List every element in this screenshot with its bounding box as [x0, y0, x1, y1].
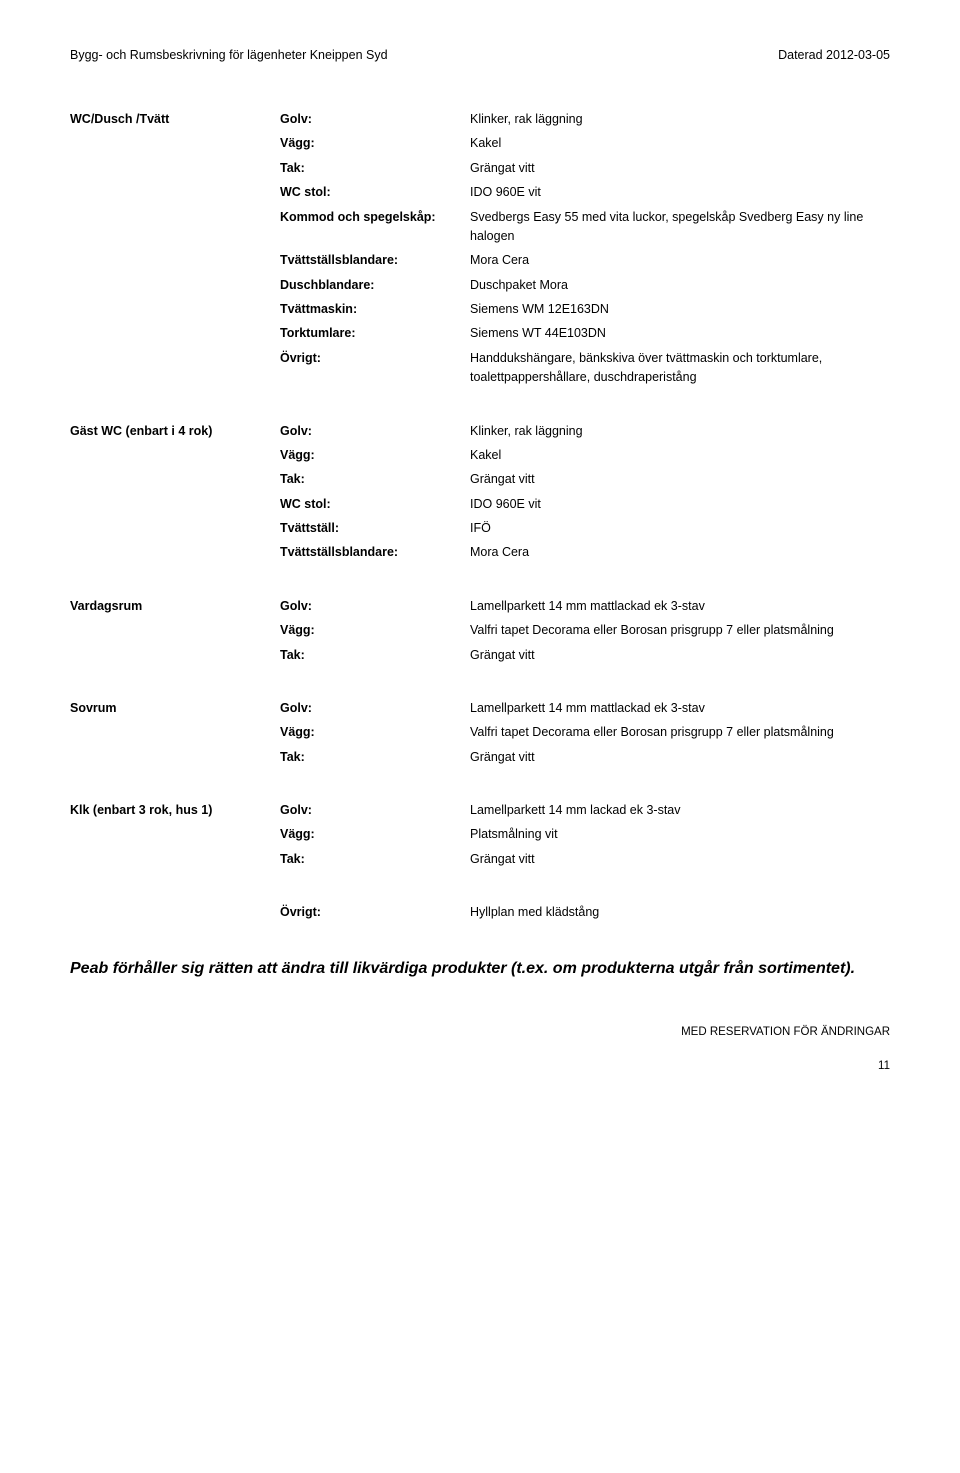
- spec-row: Kommod och spegelskåp:Svedbergs Easy 55 …: [70, 208, 890, 247]
- spec-row: Vägg:Platsmålning vit: [70, 825, 890, 844]
- footer-reservation: MED RESERVATION FÖR ÄNDRINGAR: [70, 1026, 890, 1038]
- sections-container: WC/Dusch /TvättGolv:Klinker, rak läggnin…: [70, 110, 890, 923]
- spec-row: Övrigt:Hyllplan med klädstång: [70, 903, 890, 922]
- spec-row: Tak:Grängat vitt: [70, 748, 890, 767]
- spec-value: Valfri tapet Decorama eller Borosan pris…: [470, 723, 890, 742]
- spec-value: Kakel: [470, 446, 890, 465]
- spec-label: WC stol:: [280, 495, 470, 514]
- spec-value: Hyllplan med klädstång: [470, 903, 890, 922]
- spec-row: Tvättmaskin:Siemens WM 12E163DN: [70, 300, 890, 319]
- spec-row: Duschblandare:Duschpaket Mora: [70, 276, 890, 295]
- spec-value: Duschpaket Mora: [470, 276, 890, 295]
- spec-value: Grängat vitt: [470, 470, 890, 489]
- spec-label: Vägg:: [280, 621, 470, 640]
- section: Klk (enbart 3 rok, hus 1)Golv:Lamellpark…: [70, 801, 890, 869]
- spec-label: Duschblandare:: [280, 276, 470, 295]
- spec-value: Lamellparkett 14 mm mattlackad ek 3-stav: [470, 597, 890, 616]
- spec-label: Golv:: [280, 110, 470, 129]
- spec-label: Golv:: [280, 422, 470, 441]
- spec-label: Torktumlare:: [280, 324, 470, 343]
- section: Övrigt:Hyllplan med klädstång: [70, 903, 890, 922]
- disclaimer-text: Peab förhåller sig rätten att ändra till…: [70, 957, 890, 980]
- spec-row: SovrumGolv:Lamellparkett 14 mm mattlacka…: [70, 699, 890, 718]
- page-header: Bygg- och Rumsbeskrivning för lägenheter…: [70, 48, 890, 62]
- spec-value: Siemens WT 44E103DN: [470, 324, 890, 343]
- section: VardagsrumGolv:Lamellparkett 14 mm mattl…: [70, 597, 890, 665]
- spec-row: Gäst WC (enbart i 4 rok)Golv:Klinker, ra…: [70, 422, 890, 441]
- spec-row: Tak:Grängat vitt: [70, 159, 890, 178]
- spec-label: Golv:: [280, 597, 470, 616]
- header-right: Daterad 2012-03-05: [778, 48, 890, 62]
- section: SovrumGolv:Lamellparkett 14 mm mattlacka…: [70, 699, 890, 767]
- spec-row: Vägg:Kakel: [70, 134, 890, 153]
- spec-value: Grängat vitt: [470, 850, 890, 869]
- spec-label: Tvättställsblandare:: [280, 543, 470, 562]
- section-title: WC/Dusch /Tvätt: [70, 110, 280, 129]
- spec-value: Svedbergs Easy 55 med vita luckor, spege…: [470, 208, 890, 247]
- spec-row: VardagsrumGolv:Lamellparkett 14 mm mattl…: [70, 597, 890, 616]
- spec-row: Tvättställ:IFÖ: [70, 519, 890, 538]
- spec-value: Mora Cera: [470, 251, 890, 270]
- spec-value: Lamellparkett 14 mm mattlackad ek 3-stav: [470, 699, 890, 718]
- spec-label: Tvättställ:: [280, 519, 470, 538]
- section-title: Gäst WC (enbart i 4 rok): [70, 422, 280, 441]
- spec-value: Klinker, rak läggning: [470, 422, 890, 441]
- section-title: Vardagsrum: [70, 597, 280, 616]
- spec-value: Valfri tapet Decorama eller Borosan pris…: [470, 621, 890, 640]
- spec-label: Kommod och spegelskåp:: [280, 208, 470, 227]
- spec-label: Tak:: [280, 646, 470, 665]
- spec-value: IDO 960E vit: [470, 495, 890, 514]
- spec-row: Tvättställsblandare:Mora Cera: [70, 543, 890, 562]
- spec-label: Vägg:: [280, 446, 470, 465]
- spec-label: Tak:: [280, 470, 470, 489]
- spec-value: Mora Cera: [470, 543, 890, 562]
- spec-value: Klinker, rak läggning: [470, 110, 890, 129]
- section-title: Sovrum: [70, 699, 280, 718]
- section: Gäst WC (enbart i 4 rok)Golv:Klinker, ra…: [70, 422, 890, 563]
- spec-row: WC stol:IDO 960E vit: [70, 183, 890, 202]
- spec-label: Golv:: [280, 699, 470, 718]
- spec-row: Torktumlare:Siemens WT 44E103DN: [70, 324, 890, 343]
- spec-row: Tak:Grängat vitt: [70, 850, 890, 869]
- spec-label: WC stol:: [280, 183, 470, 202]
- spec-row: WC stol:IDO 960E vit: [70, 495, 890, 514]
- document-page: Bygg- och Rumsbeskrivning för lägenheter…: [0, 0, 960, 1112]
- spec-row: Tak:Grängat vitt: [70, 470, 890, 489]
- spec-label: Tvättmaskin:: [280, 300, 470, 319]
- spec-value: Handdukshängare, bänkskiva över tvättmas…: [470, 349, 890, 388]
- spec-label: Golv:: [280, 801, 470, 820]
- spec-row: Klk (enbart 3 rok, hus 1)Golv:Lamellpark…: [70, 801, 890, 820]
- spec-row: Tak:Grängat vitt: [70, 646, 890, 665]
- spec-label: Vägg:: [280, 134, 470, 153]
- spec-value: IFÖ: [470, 519, 890, 538]
- spec-label: Vägg:: [280, 723, 470, 742]
- spec-label: Övrigt:: [280, 349, 470, 368]
- spec-label: Tak:: [280, 159, 470, 178]
- section-title: Klk (enbart 3 rok, hus 1): [70, 801, 280, 820]
- spec-row: Tvättställsblandare:Mora Cera: [70, 251, 890, 270]
- spec-row: Övrigt:Handdukshängare, bänkskiva över t…: [70, 349, 890, 388]
- spec-value: IDO 960E vit: [470, 183, 890, 202]
- spec-value: Grängat vitt: [470, 646, 890, 665]
- spec-label: Tvättställsblandare:: [280, 251, 470, 270]
- spec-value: Platsmålning vit: [470, 825, 890, 844]
- spec-label: Övrigt:: [280, 903, 470, 922]
- page-number: 11: [70, 1060, 890, 1072]
- spec-value: Grängat vitt: [470, 748, 890, 767]
- spec-value: Siemens WM 12E163DN: [470, 300, 890, 319]
- spec-value: Kakel: [470, 134, 890, 153]
- spec-label: Tak:: [280, 748, 470, 767]
- spec-value: Lamellparkett 14 mm lackad ek 3-stav: [470, 801, 890, 820]
- spec-label: Vägg:: [280, 825, 470, 844]
- spec-row: Vägg:Valfri tapet Decorama eller Borosan…: [70, 621, 890, 640]
- spec-value: Grängat vitt: [470, 159, 890, 178]
- spec-row: Vägg:Kakel: [70, 446, 890, 465]
- spec-row: WC/Dusch /TvättGolv:Klinker, rak läggnin…: [70, 110, 890, 129]
- spec-row: Vägg:Valfri tapet Decorama eller Borosan…: [70, 723, 890, 742]
- spec-label: Tak:: [280, 850, 470, 869]
- header-left: Bygg- och Rumsbeskrivning för lägenheter…: [70, 48, 388, 62]
- section: WC/Dusch /TvättGolv:Klinker, rak läggnin…: [70, 110, 890, 388]
